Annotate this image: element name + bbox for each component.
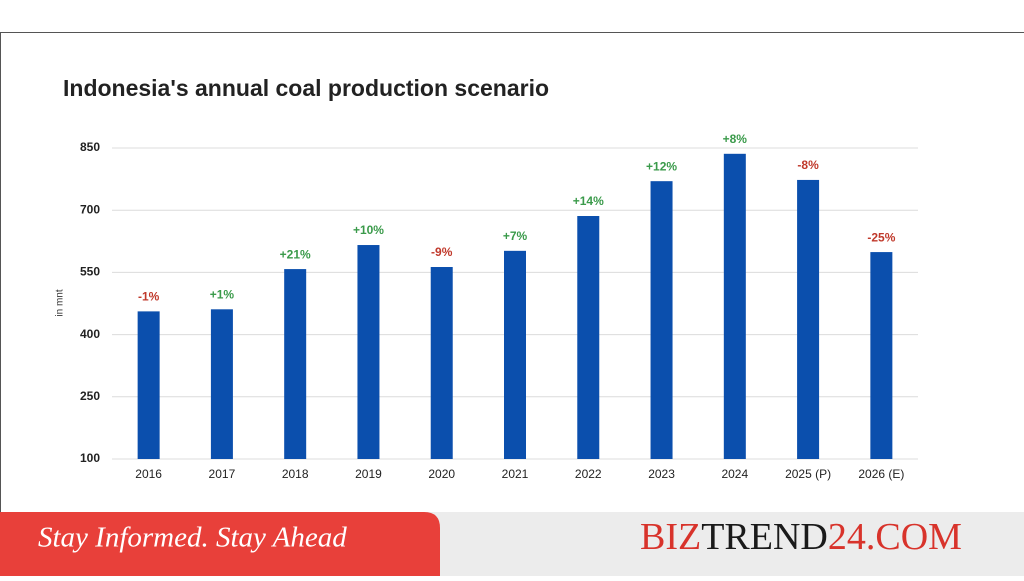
change-label: +14%: [573, 194, 604, 208]
bar: [431, 267, 453, 459]
change-label: +1%: [210, 287, 235, 301]
x-tick-label: 2019: [355, 467, 382, 481]
y-tick-label: 400: [80, 327, 100, 341]
brand: BIZTREND24.COM: [640, 516, 962, 558]
bar: [724, 154, 746, 459]
bar: [504, 251, 526, 459]
change-label: +12%: [646, 159, 677, 173]
y-tick-label: 850: [80, 140, 100, 154]
bar: [211, 309, 233, 459]
x-tick-label: 2025 (P): [785, 467, 831, 481]
y-axis-label: in mnt: [55, 289, 66, 316]
bar: [284, 269, 306, 459]
bar: [797, 180, 819, 459]
x-tick-label: 2021: [502, 467, 529, 481]
change-label: -9%: [431, 245, 453, 259]
change-label: -8%: [797, 158, 819, 172]
tagline: Stay Informed. Stay Ahead: [38, 522, 347, 554]
brand-part: BIZ: [640, 516, 701, 558]
change-label: -25%: [867, 230, 895, 244]
bar: [357, 245, 379, 459]
bar: [577, 216, 599, 459]
x-tick-label: 2018: [282, 467, 309, 481]
x-tick-label: 2020: [428, 467, 455, 481]
brand-part: 24.COM: [828, 516, 962, 558]
x-tick-label: 2022: [575, 467, 602, 481]
y-tick-label: 100: [80, 451, 100, 465]
change-label: -1%: [138, 290, 160, 304]
y-tick-label: 250: [80, 389, 100, 403]
x-tick-label: 2024: [721, 467, 748, 481]
change-label: +21%: [280, 247, 311, 261]
x-tick-label: 2026 (E): [858, 467, 904, 481]
change-label: +10%: [353, 223, 384, 237]
change-label: +7%: [503, 229, 528, 243]
x-tick-label: 2017: [209, 467, 236, 481]
chart-title: Indonesia's annual coal production scena…: [63, 75, 549, 101]
bar: [138, 311, 160, 459]
bar: [870, 252, 892, 459]
bar: [651, 181, 673, 459]
brand-part: TREND: [701, 516, 828, 558]
x-tick-label: 2023: [648, 467, 675, 481]
x-tick-label: 2016: [135, 467, 162, 481]
y-tick-label: 700: [80, 202, 100, 216]
change-label: +8%: [723, 132, 748, 146]
y-tick-label: 550: [80, 265, 100, 279]
